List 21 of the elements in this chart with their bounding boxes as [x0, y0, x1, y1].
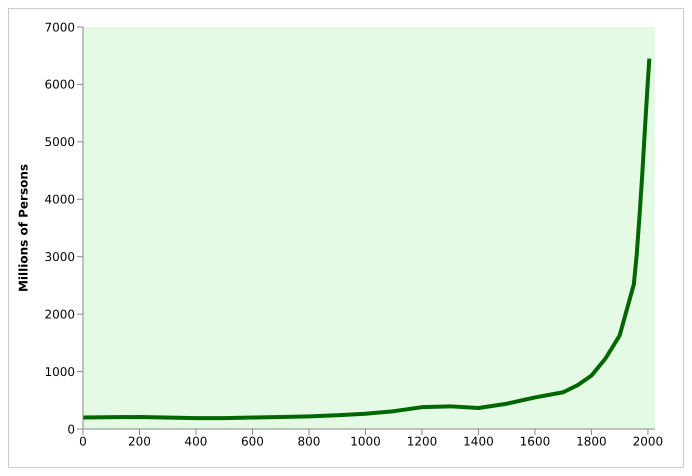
x-tick-label: 1600	[520, 434, 550, 449]
y-tick-label: 6000	[44, 78, 75, 92]
x-tick-label: 1800	[576, 434, 607, 449]
y-axis-title: Millions of Persons	[16, 164, 30, 292]
x-tick-label: 0	[79, 434, 87, 449]
y-tick-label: 4000	[44, 192, 75, 207]
x-tick-label: 1200	[406, 434, 438, 449]
x-tick-label: 1000	[350, 434, 381, 449]
y-tick-label: 2000	[44, 307, 75, 322]
x-tick-label: 800	[298, 434, 320, 449]
x-tick-label: 1400	[463, 434, 494, 449]
y-tick-label: 5000	[44, 135, 75, 150]
y-tick-label: 0	[67, 422, 75, 436]
y-tick-label: 3000	[44, 250, 75, 264]
x-tick-label: 400	[184, 434, 208, 449]
x-tick-label: 600	[241, 434, 264, 449]
line-series	[83, 56, 652, 420]
y-tick-label: 7000	[44, 20, 75, 34]
y-tick-label: 1000	[44, 364, 75, 379]
x-tick-label: 2000	[632, 434, 664, 449]
x-tick-label: 200	[128, 434, 151, 449]
